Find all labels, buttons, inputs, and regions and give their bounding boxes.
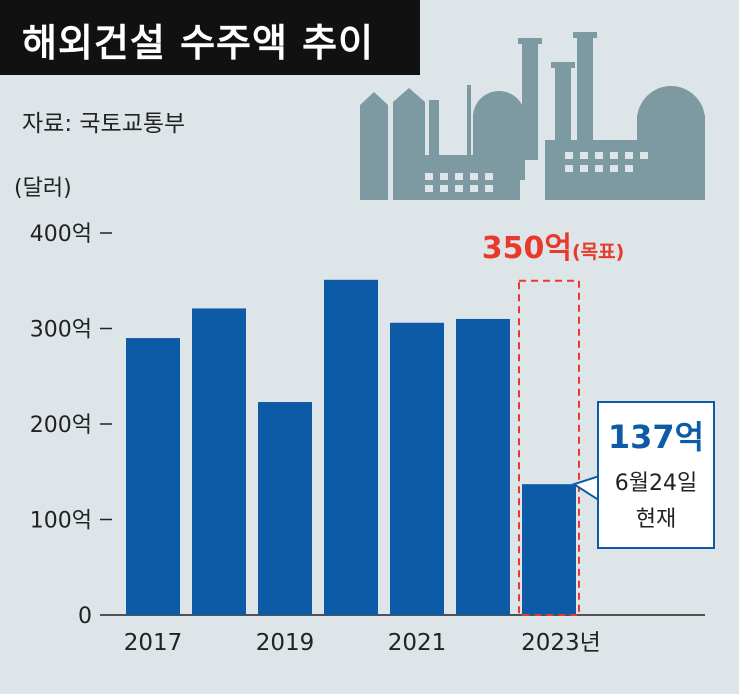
target-value: 350억 <box>482 231 572 266</box>
y-tick-label: 300억 <box>30 318 92 343</box>
x-tick-label: 2019 <box>256 630 315 656</box>
bar-2021 <box>390 322 444 615</box>
callout-box <box>597 401 715 549</box>
callout-pointer <box>571 474 600 502</box>
bar-2017 <box>126 338 180 615</box>
target-outline <box>518 279 580 616</box>
bar-2018 <box>192 308 246 615</box>
target-note: (목표) <box>572 241 624 263</box>
bar-2019 <box>258 402 312 615</box>
title-bar: 해외건설 수주액 추이 <box>0 0 420 75</box>
y-tick-label: 100억 <box>30 509 92 534</box>
bar-2022 <box>456 318 510 615</box>
target-label: 350억(목표) <box>482 231 625 266</box>
bar-2023 <box>522 484 576 615</box>
callout-date: 6월24일 <box>615 471 697 496</box>
y-tick-label: 200억 <box>30 413 92 438</box>
x-tick-label: 2021 <box>388 630 447 656</box>
unit-label: (달러) <box>14 176 72 201</box>
x-tick-label: 2017 <box>124 630 183 656</box>
factory-icon <box>360 32 705 200</box>
callout-status: 현재 <box>636 507 676 532</box>
x-tick-label: 2023년 <box>521 630 601 656</box>
bar-2020 <box>324 279 378 615</box>
callout-value: 137억 <box>608 418 704 456</box>
y-tick-label: 400억 <box>30 222 92 247</box>
chart-title: 해외건설 수주액 추이 <box>22 21 375 65</box>
source-label: 자료: 국토교통부 <box>22 111 186 137</box>
y-tick-label: 0 <box>78 604 92 629</box>
